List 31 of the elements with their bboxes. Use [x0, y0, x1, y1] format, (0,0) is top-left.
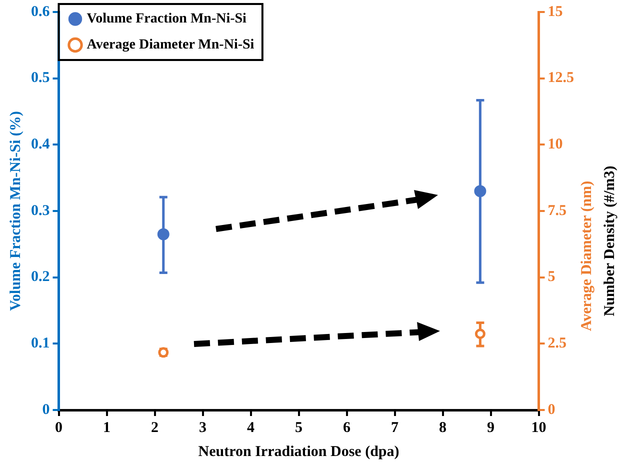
y2-axis-title: Average Diameter (nm)	[578, 180, 595, 332]
x-tick-label: 5	[295, 420, 302, 436]
y-axis-title: Volume Fraction Mn-Ni-Si (%)	[8, 111, 24, 311]
y-tick-label: 0	[42, 402, 50, 418]
x-tick-label: 1	[103, 420, 110, 436]
x-axis-title: Neutron Irradiation Dose (dpa)	[198, 444, 400, 460]
y-tick-label: 0.1	[31, 336, 50, 352]
x-tick-label: 2	[151, 420, 158, 436]
text: Number Density (#/m3)	[602, 166, 618, 316]
y-tick-label: 0.4	[31, 136, 50, 153]
x-tick-label: 4	[247, 420, 255, 436]
y2-tick-label: 0	[548, 402, 556, 418]
legend-label: Average Diameter Mn-Ni-Si	[86, 38, 254, 53]
y2-tick-label: 7.5	[548, 202, 566, 219]
x-tick-label: 7	[391, 420, 399, 436]
y2-tick-label: 10	[548, 136, 563, 153]
y2-tick-label: 15	[548, 4, 563, 20]
x-tick-label: 3	[199, 420, 206, 436]
y-tick-label: 0.5	[31, 70, 50, 86]
legend-label: Volume Fraction Mn-Ni-Si	[86, 12, 247, 27]
y-tick-label: 0.6	[31, 4, 50, 20]
x-tick-label: 9	[487, 420, 494, 436]
x-tick-label: 6	[343, 420, 351, 436]
y2-tick-label: 2.5	[548, 336, 566, 352]
y-tick-label: 0.2	[31, 269, 50, 286]
x-tick-label: 0	[55, 420, 62, 436]
y2-tick-label: 5	[548, 269, 556, 286]
x-tick-label: 10	[531, 420, 546, 436]
y2-tick-label: 12.5	[548, 70, 574, 86]
x-tick-label: 8	[439, 420, 446, 436]
y-tick-label: 0.3	[31, 202, 50, 219]
